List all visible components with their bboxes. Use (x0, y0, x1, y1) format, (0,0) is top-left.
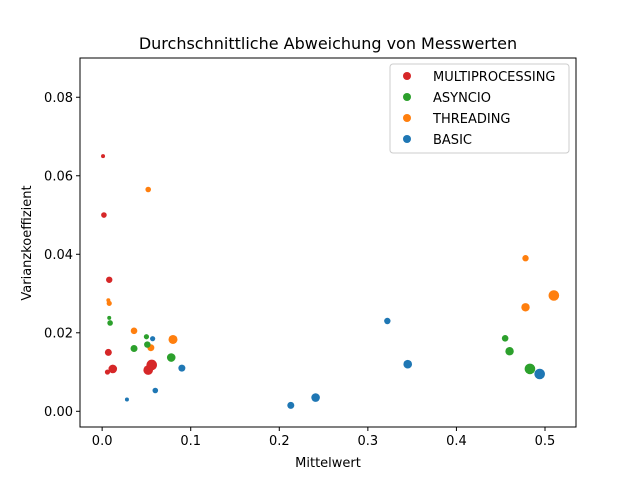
y-axis: 0.00 0.02 0.04 0.06 0.08 (44, 91, 80, 420)
y-tick-label: 0.08 (44, 91, 73, 106)
legend-marker (403, 93, 411, 101)
data-point (287, 401, 295, 409)
plot-area (79, 57, 577, 428)
data-point (146, 359, 158, 371)
legend-label: ASYNCIO (433, 91, 491, 106)
data-point (521, 303, 530, 312)
x-tick-label: 0.4 (446, 434, 467, 449)
x-axis: 0.0 0.1 0.2 0.3 0.4 0.5 (92, 427, 556, 449)
data-point (548, 290, 560, 301)
legend-label: MULTIPROCESSING (433, 70, 556, 85)
x-tick-label: 0.5 (535, 434, 556, 449)
x-tick-label: 0.1 (180, 434, 201, 449)
series-asyncio (107, 315, 536, 375)
data-point (524, 363, 536, 375)
chart-title: Durchschnittliche Abweichung von Messwer… (139, 34, 517, 53)
data-point (144, 341, 151, 348)
legend-label: BASIC (433, 133, 472, 148)
y-tick-label: 0.00 (44, 405, 73, 420)
data-point (178, 364, 186, 372)
legend-marker (403, 114, 411, 122)
y-tick-label: 0.02 (44, 326, 73, 341)
data-point (104, 348, 112, 356)
x-tick-label: 0.0 (92, 434, 113, 449)
data-point (145, 186, 151, 193)
legend-label: THREADING (432, 112, 511, 127)
data-point (384, 317, 391, 325)
data-point (106, 276, 113, 283)
y-tick-label: 0.04 (44, 248, 73, 263)
plot-frame (79, 57, 577, 428)
data-point (101, 212, 107, 218)
data-point (152, 387, 159, 394)
data-point (130, 344, 138, 352)
series-threading (106, 186, 560, 352)
data-point (143, 334, 150, 340)
data-point (403, 359, 413, 369)
data-point (311, 393, 320, 402)
x-tick-label: 0.2 (269, 434, 290, 449)
data-point (505, 347, 514, 356)
series-basic (124, 317, 545, 409)
legend-marker (403, 72, 411, 80)
series-multiprocessing (101, 154, 158, 375)
data-points (101, 154, 560, 409)
y-axis-label: Varianzkoeffizient (20, 185, 35, 300)
data-point (501, 334, 509, 342)
data-point (150, 336, 156, 342)
data-point (107, 315, 112, 320)
data-point (124, 397, 129, 402)
data-point (101, 154, 106, 159)
data-point (166, 353, 176, 362)
legend-box (389, 63, 570, 154)
legend-marker (403, 135, 411, 143)
data-point (130, 327, 138, 335)
data-point (104, 369, 111, 375)
data-point (168, 334, 178, 344)
data-point (522, 255, 529, 262)
data-point (107, 320, 113, 326)
data-point (106, 300, 112, 306)
x-tick-label: 0.3 (358, 434, 379, 449)
legend: MULTIPROCESSING ASYNCIO THREADING BASIC (389, 63, 570, 154)
y-tick-label: 0.06 (44, 169, 73, 184)
data-point (534, 368, 545, 380)
x-axis-label: Mittelwert (295, 456, 361, 471)
data-point (108, 364, 118, 374)
